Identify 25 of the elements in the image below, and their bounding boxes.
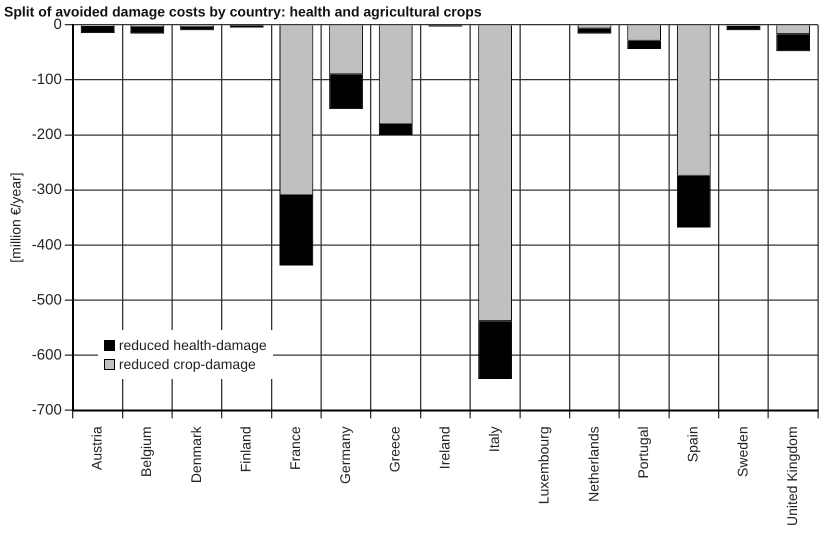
x-tick-label: Portugal [634,426,651,479]
x-tick-label: Denmark [188,425,204,484]
y-tick-label: -100 [32,71,62,88]
x-tick-label: Italy [486,426,502,452]
y-tick-label: -600 [32,346,62,364]
x-tick-label: Belgium [138,426,154,477]
x-tick-label: Austria [88,426,105,470]
x-tick-label: Germany [336,426,353,484]
y-tick-label: -500 [32,291,62,308]
x-tick-label: United Kingdom [784,426,800,526]
x-tick-label: Ireland [436,426,452,470]
y-axis-title: [million €/year] [7,172,24,263]
y-tick-label: -200 [32,126,62,144]
x-tick-label: Sweden [734,426,750,477]
x-tick-label: Spain [684,426,701,462]
x-tick-label: Luxembourg [536,426,552,504]
y-tick-label: -400 [32,236,62,254]
y-tick-label: -700 [32,402,62,419]
x-tick-label: Greece [386,426,403,472]
y-tick-label: -300 [32,181,62,198]
x-tick-label: Netherlands [585,426,602,502]
x-tick-label: Finland [238,426,254,472]
legend-label: reduced crop-damage [118,356,256,372]
x-tick-label: France [287,426,304,470]
legend-label: reduced health-damage [118,337,267,354]
